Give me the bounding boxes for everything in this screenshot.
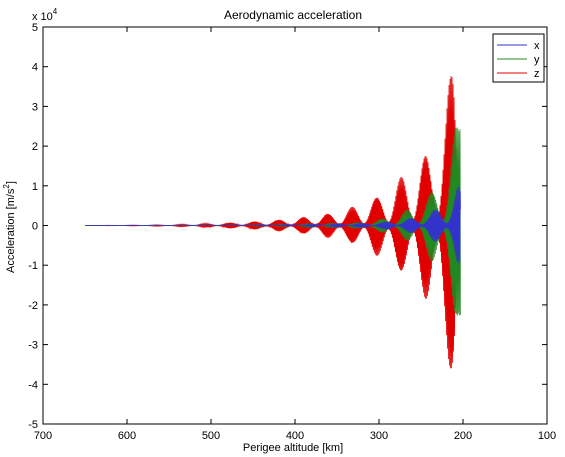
y-tick-label: 1	[32, 181, 38, 193]
series-group	[85, 76, 461, 369]
legend-label-y: y	[534, 54, 540, 66]
legend-box	[492, 33, 545, 83]
y-axis-label-end: ]	[5, 181, 17, 184]
chart-title: Aerodynamic acceleration	[224, 8, 362, 22]
y-axis-label: Acceleration [m/s2]	[2, 181, 17, 273]
y-axis-label-sup: 2	[2, 184, 11, 189]
y-tick-label: -1	[28, 260, 38, 272]
series-line-x	[85, 186, 461, 264]
y-tick-label: -4	[28, 379, 38, 391]
x-tick-label: 600	[118, 430, 136, 442]
legend: xyz	[492, 33, 545, 83]
x-axis-label: Perigee altitude [km]	[243, 442, 343, 454]
y-tick-label: 4	[32, 62, 38, 74]
y-exponent-power: 4	[53, 7, 58, 16]
x-tick-label: 700	[34, 430, 52, 442]
legend-label-z: z	[534, 68, 540, 80]
y-tick-label: -5	[28, 419, 38, 431]
y-exponent-base: x 10	[32, 11, 53, 23]
y-tick-label: 3	[32, 101, 38, 113]
y-tick-label: -2	[28, 300, 38, 312]
legend-label-x: x	[534, 40, 540, 52]
x-tick-label: 300	[370, 430, 388, 442]
y-tick-label: -3	[28, 340, 38, 352]
y-axis-label-main: Acceleration [m/s	[5, 188, 17, 273]
x-tick-label: 100	[538, 430, 556, 442]
y-tick-label: 0	[32, 221, 38, 233]
y-tick-label: 2	[32, 141, 38, 153]
x-tick-label: 400	[286, 430, 304, 442]
y-tick-label: 5	[32, 22, 38, 34]
plot-area: 700 600 500 400 300 200 100 5 4 3 2 1 0 -1 -2 -3 -4 -5 xyz	[28, 22, 556, 442]
x-tick-label: 200	[454, 430, 472, 442]
y-exponent-label: x 104	[32, 7, 58, 23]
x-tick-label: 500	[202, 430, 220, 442]
